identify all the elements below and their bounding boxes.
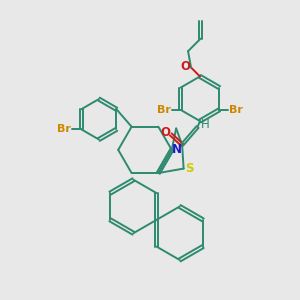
Text: S: S	[185, 162, 194, 175]
Text: O: O	[181, 60, 191, 73]
Text: Br: Br	[57, 124, 71, 134]
Text: Br: Br	[229, 105, 242, 115]
Text: N: N	[172, 143, 182, 156]
Text: O: O	[160, 126, 170, 140]
Text: Br: Br	[158, 105, 171, 115]
Text: H: H	[201, 118, 209, 131]
